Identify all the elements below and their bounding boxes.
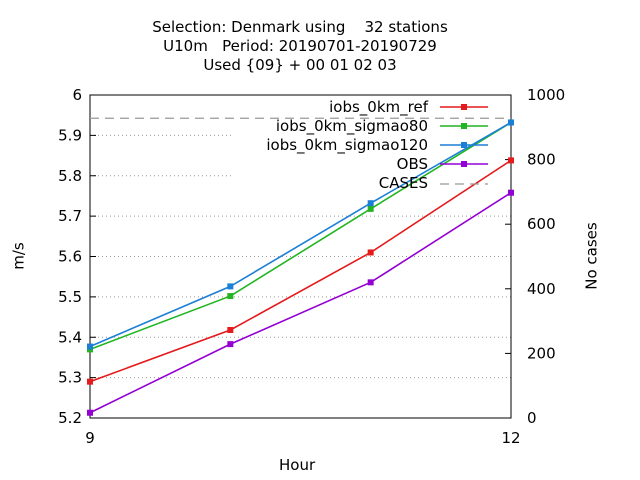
y-tick-label: 5.9: [58, 126, 82, 144]
y2-tick-label: 600: [527, 215, 556, 233]
y-tick-label: 5.7: [58, 207, 82, 225]
grid: [90, 134, 511, 379]
legend-marker: [461, 161, 467, 167]
y2-tick-label: 0: [527, 409, 537, 427]
data-point: [87, 378, 93, 385]
data-point: [87, 343, 93, 350]
legend-marker: [461, 104, 467, 110]
y-tick-label: 5.6: [58, 248, 82, 266]
series-line: [89, 159, 512, 383]
x-tick-label: 12: [501, 429, 520, 447]
data-point: [227, 326, 234, 333]
legend-label: OBS: [397, 155, 428, 173]
legend-label: iobs_0km_sigmao120: [266, 136, 428, 155]
axis-ticks: 5.2 5.3 5.4 5.5 5.6 5.7 5.8 5.9 6 0 200 400 600 800 10…: [58, 86, 565, 447]
legend: iobs_0km_refiobs_0km_sigmao80iobs_0km_si…: [266, 98, 488, 192]
legend-marker: [461, 142, 467, 148]
y2-tick-label: 800: [527, 151, 556, 169]
y2-tick-label: 200: [527, 344, 556, 362]
y-tick-label: 5.2: [58, 409, 82, 427]
chart-title-line-3: Used {09} + 00 01 02 03: [203, 56, 397, 74]
data-point: [227, 293, 234, 300]
y-axis-label: m/s: [9, 242, 28, 270]
y2-tick-label: 400: [527, 280, 556, 298]
y-tick-label: 5.3: [58, 369, 82, 387]
data-point: [227, 283, 234, 290]
chart-title-line-1: Selection: Denmark using 32 stations: [152, 18, 448, 36]
data-point: [367, 200, 374, 207]
legend-label: iobs_0km_sigmao80: [276, 117, 428, 136]
series-line: [89, 121, 512, 348]
data-point: [367, 279, 374, 286]
x-axis-label: Hour: [279, 456, 316, 474]
series-line: [89, 192, 512, 414]
data-point: [508, 119, 514, 126]
y-tick-label: 5.5: [58, 288, 82, 306]
data-point: [508, 189, 514, 196]
x-tick-label: 9: [85, 429, 95, 447]
data-point: [227, 341, 234, 348]
chart-title-line-2: U10m Period: 20190701-20190729: [163, 37, 437, 55]
series-lines: [87, 117, 514, 416]
data-point: [367, 249, 374, 256]
series-line: [89, 121, 512, 351]
legend-label: CASES: [379, 174, 428, 192]
y-tick-label: 5.4: [58, 328, 82, 346]
y-tick-label: 6: [72, 86, 82, 104]
data-point: [367, 205, 374, 212]
y2-tick-label: 1000: [527, 86, 565, 104]
data-point: [508, 157, 514, 164]
y-tick-label: 5.8: [58, 167, 82, 185]
legend-label: iobs_0km_ref: [329, 98, 429, 117]
legend-marker: [461, 123, 467, 129]
data-point: [87, 409, 93, 416]
y2-axis-label: No cases: [582, 222, 601, 290]
